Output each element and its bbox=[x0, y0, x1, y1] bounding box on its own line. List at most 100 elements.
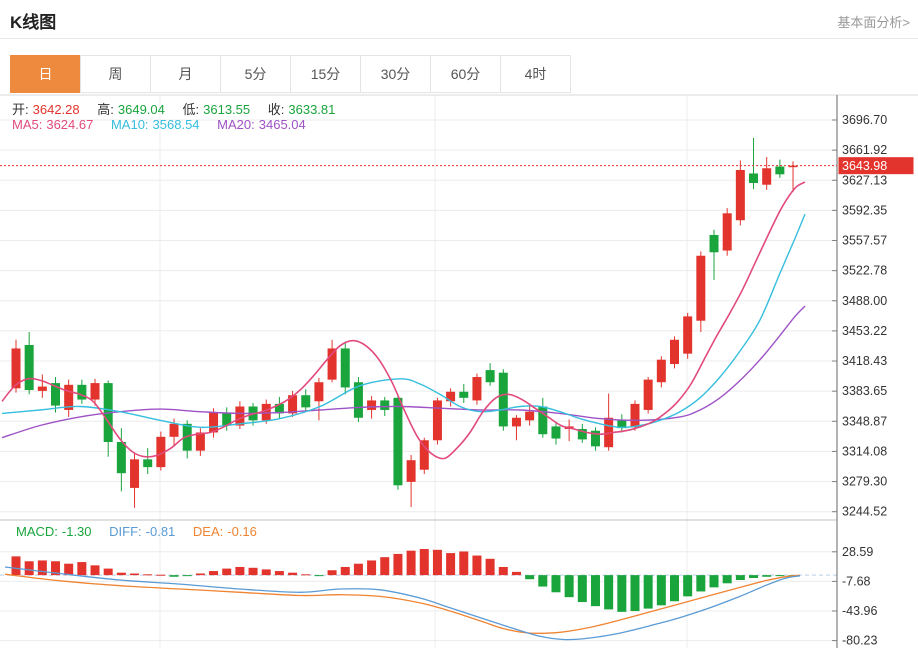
candle-body bbox=[64, 384, 74, 410]
macd-axis-label: -80.23 bbox=[842, 634, 877, 648]
macd-bar bbox=[604, 575, 614, 610]
macd-bar bbox=[630, 575, 640, 612]
candle-body bbox=[709, 234, 719, 253]
period-tab-3[interactable]: 5分 bbox=[220, 55, 291, 93]
candle-body bbox=[722, 213, 732, 251]
macd-bar bbox=[656, 575, 666, 606]
candle-body bbox=[90, 383, 100, 400]
macd-bar bbox=[116, 572, 126, 576]
candle-body bbox=[643, 379, 653, 410]
candle-body bbox=[156, 436, 166, 468]
macd-bar bbox=[419, 549, 429, 576]
macd-bar bbox=[248, 567, 258, 576]
macd-axis-label: -7.68 bbox=[842, 574, 871, 588]
macd-bar bbox=[103, 568, 113, 576]
period-tab-4[interactable]: 15分 bbox=[290, 55, 361, 93]
price-axis-label: 3453.22 bbox=[842, 324, 887, 338]
ma5-line bbox=[1, 181, 806, 460]
candle-body bbox=[670, 339, 679, 365]
macd-bar bbox=[577, 575, 587, 603]
macd-axis-label: -43.96 bbox=[842, 604, 877, 618]
fundamental-analysis-link[interactable]: 基本面分析> bbox=[837, 15, 910, 30]
candle-body bbox=[130, 459, 140, 488]
macd-bar bbox=[551, 575, 561, 593]
macd-bar bbox=[340, 566, 350, 576]
macd-bar bbox=[590, 575, 600, 607]
macd-bar bbox=[722, 575, 732, 584]
macd-bar bbox=[380, 557, 390, 576]
macd-bar bbox=[24, 561, 34, 576]
macd-bar bbox=[511, 571, 521, 576]
price-axis-label: 3696.70 bbox=[842, 113, 887, 127]
macd-bar bbox=[643, 575, 653, 609]
header-divider bbox=[0, 38, 918, 39]
macd-bar bbox=[274, 571, 284, 576]
macd-bar bbox=[327, 570, 337, 576]
candle-body bbox=[683, 316, 693, 354]
macd-bar bbox=[195, 573, 205, 576]
candle-body bbox=[274, 403, 284, 414]
candle-body bbox=[762, 168, 772, 185]
macd-bar bbox=[446, 553, 456, 576]
macd-bar bbox=[709, 575, 719, 588]
candle-body bbox=[630, 403, 640, 428]
candle-body bbox=[314, 382, 324, 402]
price-axis-label: 3522.78 bbox=[842, 264, 887, 278]
period-tab-5[interactable]: 30分 bbox=[360, 55, 431, 93]
candle-body bbox=[327, 348, 337, 380]
macd-bar bbox=[762, 575, 772, 577]
macd-bar bbox=[498, 566, 508, 576]
candle-body bbox=[525, 411, 535, 421]
macd-bar bbox=[353, 563, 363, 576]
price-axis-label: 3418.43 bbox=[842, 354, 887, 368]
candle-body bbox=[485, 370, 495, 383]
macd-bar bbox=[301, 574, 311, 576]
candle-body bbox=[617, 420, 627, 429]
candle-body bbox=[301, 395, 311, 408]
candle-body bbox=[419, 440, 429, 470]
period-tab-0[interactable]: 日 bbox=[10, 55, 81, 93]
candle-body bbox=[749, 173, 759, 183]
macd-bar bbox=[367, 560, 377, 576]
candle-body bbox=[261, 403, 271, 421]
macd-bar bbox=[393, 553, 403, 576]
ma20-line bbox=[1, 305, 806, 439]
candle-body bbox=[432, 400, 442, 441]
macd-bar bbox=[432, 549, 442, 576]
candle-body bbox=[235, 406, 245, 426]
macd-bar bbox=[735, 575, 745, 581]
macd-bar bbox=[485, 558, 495, 576]
candle-body bbox=[222, 412, 232, 426]
candle-body bbox=[656, 359, 666, 383]
candle-body bbox=[775, 166, 785, 175]
macd-bar bbox=[143, 574, 153, 576]
price-axis-label: 3592.35 bbox=[842, 203, 887, 217]
price-badge-value: 3643.98 bbox=[842, 159, 887, 173]
macd-bar bbox=[617, 575, 627, 612]
macd-bar bbox=[525, 575, 535, 580]
macd-bar bbox=[182, 575, 192, 577]
candle-body bbox=[340, 348, 350, 388]
macd-bar bbox=[64, 563, 74, 576]
macd-bar bbox=[314, 575, 324, 577]
candle-body bbox=[577, 429, 587, 440]
macd-bar bbox=[209, 571, 219, 576]
candle-body bbox=[406, 460, 416, 482]
macd-bar bbox=[51, 561, 61, 576]
candle-body bbox=[116, 442, 126, 474]
candle-body bbox=[143, 459, 153, 468]
candle-body bbox=[77, 384, 87, 400]
price-axis-label: 3661.92 bbox=[842, 143, 887, 157]
price-axis-label: 3314.08 bbox=[842, 444, 887, 458]
price-axis-label: 3557.57 bbox=[842, 234, 887, 248]
macd-bar bbox=[683, 575, 693, 597]
macd-bar bbox=[261, 569, 271, 576]
macd-bar bbox=[37, 560, 47, 576]
period-tab-2[interactable]: 月 bbox=[150, 55, 221, 93]
candle-body bbox=[393, 397, 403, 486]
period-tab-7[interactable]: 4时 bbox=[500, 55, 571, 93]
period-tab-1[interactable]: 周 bbox=[80, 55, 151, 93]
candle-body bbox=[11, 348, 21, 389]
period-tab-6[interactable]: 60分 bbox=[430, 55, 501, 93]
